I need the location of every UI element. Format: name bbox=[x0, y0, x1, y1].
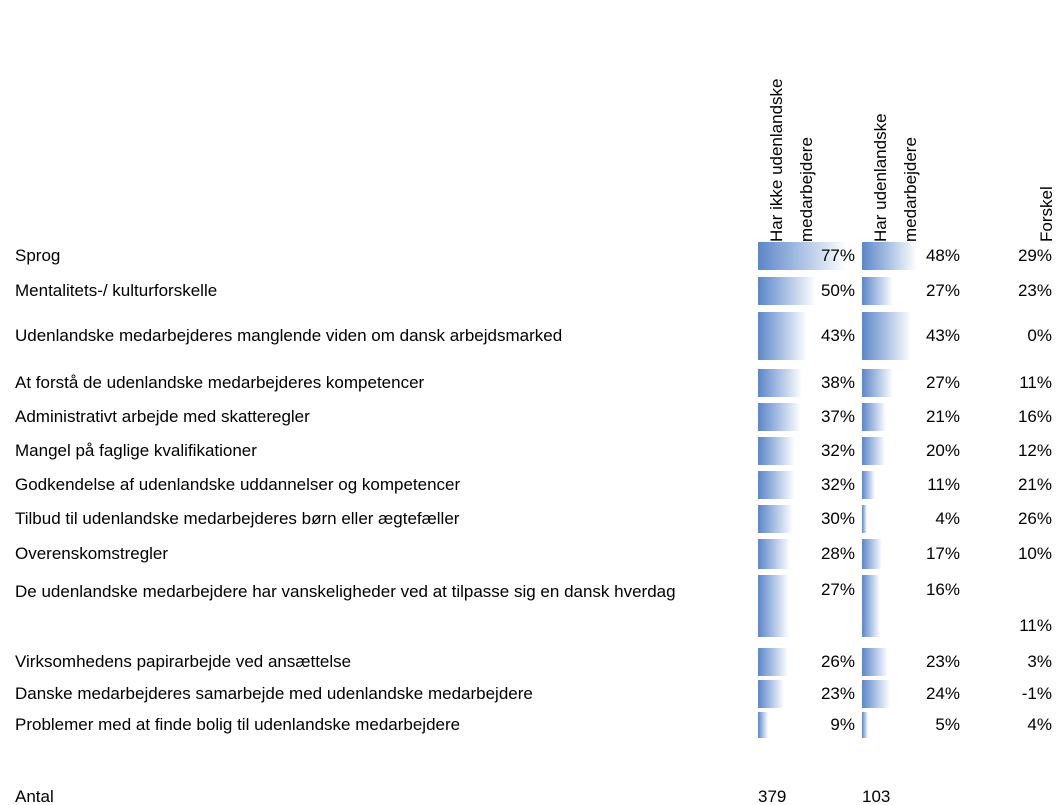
column-header: Har udenlandske medarbejdere bbox=[871, 113, 920, 242]
cell-value: 37% bbox=[820, 407, 855, 426]
cell-value: 3% bbox=[1027, 652, 1052, 671]
cell-value: 17% bbox=[925, 544, 960, 563]
cell-value: 20% bbox=[925, 441, 960, 460]
data-bar bbox=[758, 242, 847, 270]
row-label: Administrativt arbejde med skatteregler bbox=[15, 407, 310, 426]
data-bar bbox=[862, 680, 890, 708]
row-label: Overenskomstregler bbox=[15, 544, 169, 563]
cell-value: 0% bbox=[1027, 326, 1052, 345]
column-header: Har ikke udenlandske medarbejdere bbox=[767, 78, 816, 242]
data-bar bbox=[758, 505, 793, 533]
cell-value: 4% bbox=[1027, 715, 1052, 734]
cell-value: 32% bbox=[820, 475, 855, 494]
row-label: De udenlandske medarbejdere har vanskeli… bbox=[15, 582, 676, 601]
data-bar bbox=[862, 575, 881, 637]
cell-value: 9% bbox=[830, 715, 855, 734]
cell-value: 23% bbox=[1017, 281, 1052, 300]
row-label: Sprog bbox=[15, 246, 61, 265]
cell-value: 16% bbox=[925, 580, 960, 599]
data-bar bbox=[862, 242, 918, 270]
total-value: 379 bbox=[758, 787, 787, 805]
cell-value: 21% bbox=[925, 407, 960, 426]
row-label: Virksomhedens papirarbejde ved ansættels… bbox=[15, 652, 352, 671]
data-bar bbox=[862, 369, 894, 397]
cell-value: 11% bbox=[1019, 616, 1052, 635]
cell-value: 5% bbox=[935, 715, 960, 734]
data-bar bbox=[758, 471, 795, 499]
cell-value: -1% bbox=[1021, 684, 1052, 703]
cell-value: 26% bbox=[820, 652, 855, 671]
data-bar bbox=[758, 539, 791, 569]
row-label: Mangel på faglige kvalifikationer bbox=[15, 441, 257, 460]
data-bar bbox=[862, 712, 868, 738]
data-bar bbox=[758, 369, 802, 397]
row-label: Tilbud til udenlandske medarbejderes bør… bbox=[15, 509, 460, 528]
total-value: 103 bbox=[862, 787, 891, 805]
data-bar bbox=[862, 277, 894, 305]
row-label: Godkendelse af udenlandske uddannelser o… bbox=[15, 475, 461, 494]
row-label: Problemer med at finde bolig til udenlan… bbox=[15, 715, 461, 734]
cell-value: 27% bbox=[820, 580, 855, 599]
data-bar bbox=[758, 403, 801, 431]
row-label: At forstå de udenlandske medarbejderes k… bbox=[15, 373, 425, 392]
data-bar bbox=[862, 403, 887, 431]
cell-value: 12% bbox=[1017, 441, 1052, 460]
cell-value: 32% bbox=[820, 441, 855, 460]
column-header: Forskel bbox=[1037, 186, 1056, 242]
data-bar bbox=[862, 648, 889, 676]
data-bar bbox=[862, 539, 882, 569]
cell-value: 11% bbox=[927, 475, 960, 494]
data-bar bbox=[758, 680, 785, 708]
cell-value: 10% bbox=[1017, 544, 1052, 563]
cell-value: 16% bbox=[1017, 407, 1052, 426]
row-label: Udenlandske medarbejderes manglende vide… bbox=[15, 326, 563, 345]
cell-value: 27% bbox=[925, 373, 960, 392]
cell-value: 26% bbox=[1017, 509, 1052, 528]
data-bar bbox=[862, 505, 867, 533]
row-label: Danske medarbejderes samarbejde med uden… bbox=[15, 684, 533, 703]
cell-value: 11% bbox=[1019, 373, 1052, 392]
data-bar bbox=[758, 712, 769, 738]
data-bar bbox=[758, 648, 788, 676]
cell-value: 77% bbox=[820, 246, 855, 265]
cell-value: 21% bbox=[1017, 475, 1052, 494]
data-bar bbox=[862, 437, 885, 465]
cell-value: 29% bbox=[1017, 246, 1052, 265]
data-bar bbox=[758, 437, 795, 465]
total-label: Antal bbox=[15, 787, 54, 805]
cell-value: 28% bbox=[820, 544, 855, 563]
row-label: Mentalitets-/ kulturforskelle bbox=[15, 281, 218, 300]
cell-value: 4% bbox=[935, 509, 960, 528]
cell-value: 23% bbox=[925, 652, 960, 671]
cell-value: 48% bbox=[925, 246, 960, 265]
data-bar bbox=[758, 277, 816, 305]
cell-value: 23% bbox=[820, 684, 855, 703]
cell-value: 30% bbox=[820, 509, 855, 528]
data-bar bbox=[758, 312, 808, 360]
cell-value: 43% bbox=[925, 326, 960, 345]
cell-value: 50% bbox=[820, 281, 855, 300]
cell-value: 24% bbox=[925, 684, 960, 703]
cell-value: 27% bbox=[925, 281, 960, 300]
cell-value: 38% bbox=[820, 373, 855, 392]
cell-value: 43% bbox=[820, 326, 855, 345]
data-bar bbox=[758, 575, 790, 637]
data-bar bbox=[862, 312, 912, 360]
data-bar bbox=[862, 471, 875, 499]
